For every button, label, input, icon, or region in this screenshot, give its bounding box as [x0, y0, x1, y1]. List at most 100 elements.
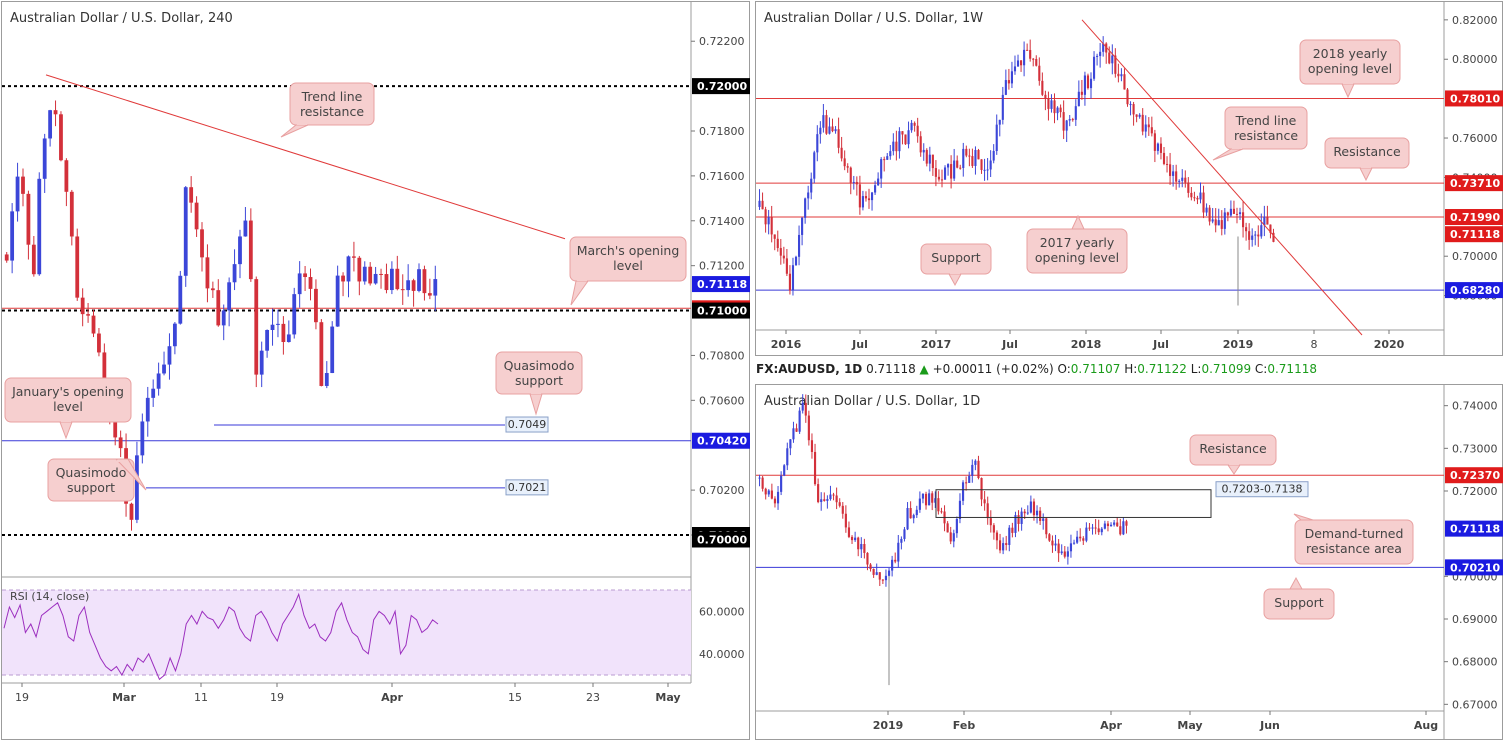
weekly-candle-body — [1132, 104, 1135, 115]
weekly-candle-body — [849, 167, 852, 183]
daily-callout-support: Support — [1263, 576, 1335, 620]
daily-candle-body — [1014, 515, 1017, 533]
weekly-candle-body — [925, 149, 928, 164]
daily-candle-body — [847, 527, 851, 537]
weekly-candle-body — [785, 258, 788, 274]
daily-y-tick-label: 0.67000 — [1452, 698, 1498, 711]
daily-candle-body — [952, 533, 955, 542]
weekly-candle-body — [867, 198, 871, 201]
weekly-candle-body — [788, 273, 791, 291]
daily-y-tick-label: 0.68000 — [1452, 656, 1498, 669]
daily-candle-body — [1029, 501, 1032, 513]
weekly-candle-body — [953, 160, 956, 179]
daily-callout-support-pointer-join — [1291, 590, 1301, 592]
weekly-callout-trend-text: resistance — [1234, 128, 1298, 143]
h4-price-tag — [692, 302, 750, 319]
weekly-candle-body — [807, 192, 810, 199]
weekly-candle-body — [889, 151, 892, 157]
h4-candle-body — [362, 266, 367, 282]
daily-candle-body — [881, 579, 884, 581]
weekly-candle-body — [1187, 182, 1190, 193]
daily-y-tick-label: 0.73000 — [1452, 442, 1498, 455]
h4-level-value-box — [505, 479, 549, 496]
daily-x-tick-label: Feb — [953, 719, 976, 732]
h4-candle-body — [373, 273, 378, 284]
weekly-candle-body — [1260, 225, 1263, 237]
weekly-callout-trend-box — [1224, 106, 1308, 150]
h4-candle-body — [314, 288, 318, 323]
daily-candle-body — [1066, 551, 1069, 557]
weekly-candle-body — [874, 185, 877, 193]
weekly-callout-support-text: Support — [931, 250, 981, 265]
h4-callout-march-open-pointer — [570, 280, 589, 306]
h4-price-tag-label: 0.72000 — [697, 80, 747, 93]
h4-x-tick-label: May — [655, 691, 680, 704]
weekly-candle-body — [950, 164, 953, 179]
daily-y-tick-label: 0.74000 — [1452, 400, 1498, 413]
daily-x-tick-label: 2019 — [873, 719, 904, 732]
weekly-candle-body — [1141, 114, 1144, 132]
weekly-candle-body — [819, 127, 822, 135]
daily-candle-body — [986, 503, 989, 519]
daily-candle-body — [764, 488, 767, 495]
rsi-y-tick-label: 60.0000 — [699, 605, 745, 618]
weekly-candle-body — [816, 134, 819, 153]
weekly-candle-body — [883, 159, 886, 161]
weekly-callout-trend-pointer — [1212, 148, 1244, 161]
daily-candle-body — [971, 464, 974, 476]
h4-candle-body — [221, 310, 226, 326]
weekly-y-tick-label: 0.70000 — [1452, 250, 1498, 263]
daily-candle-body — [924, 493, 928, 506]
weekly-x-tick-label: Jul — [851, 338, 868, 351]
daily-candle-body — [891, 559, 894, 571]
daily-candle-body — [1011, 527, 1014, 533]
daily-price-tag-label: 0.72370 — [1450, 469, 1500, 482]
weekly-candle-body — [937, 176, 941, 180]
weekly-candle-body — [898, 131, 901, 152]
daily-candle-body — [832, 494, 835, 496]
weekly-candle-body — [1235, 213, 1239, 215]
daily-candle-body — [813, 451, 817, 485]
h4-candle-body — [346, 256, 351, 282]
h4-y-tick-label: 0.71800 — [699, 125, 745, 138]
h4-candle-body — [194, 202, 199, 230]
h4-candle-body — [129, 503, 134, 520]
daily-chart: Australian Dollar / U.S. Dollar, 1D 0.740… — [756, 385, 1503, 740]
daily-candle-body — [1060, 551, 1063, 554]
h4-candle-body — [113, 411, 118, 438]
daily-candle-body — [820, 499, 823, 503]
daily-candle-body — [807, 415, 810, 441]
h4-callout-quasimodo-2-pointer-join — [117, 460, 127, 462]
h4-candle-body — [172, 323, 177, 347]
h4-candle-body — [178, 275, 183, 324]
daily-candle-body — [869, 564, 872, 569]
h4-candle-body — [4, 254, 9, 261]
h4-y-tick-label: 0.71600 — [699, 170, 745, 183]
daily-candle-body — [1103, 523, 1106, 529]
weekly-candle-body — [822, 115, 825, 128]
weekly-candle-body — [934, 168, 937, 177]
daily-candle-body — [903, 529, 906, 539]
daily-candle-body — [955, 518, 958, 534]
daily-candle-body — [928, 493, 931, 506]
h4-price-tag-label: 0.70420 — [697, 435, 747, 448]
weekly-candle-body — [1056, 107, 1059, 114]
weekly-candle-body — [858, 184, 861, 208]
weekly-candle-body — [1077, 91, 1080, 107]
weekly-candle-body — [1111, 55, 1114, 64]
h4-candle-body — [167, 346, 172, 365]
h4-candle-body — [335, 275, 340, 327]
daily-candle-body — [918, 498, 921, 510]
daily-price-tag — [1445, 520, 1503, 537]
daily-y-tick-label: 0.69000 — [1452, 613, 1498, 626]
daily-candle-body — [912, 515, 915, 519]
weekly-y-tick-label: 0.76000 — [1452, 132, 1498, 145]
weekly-candle-body — [1041, 80, 1044, 95]
weekly-candle-body — [855, 181, 858, 185]
daily-candle-body — [792, 428, 795, 440]
daily-candle-body — [1048, 534, 1051, 541]
weekly-candle-body — [1257, 234, 1260, 237]
